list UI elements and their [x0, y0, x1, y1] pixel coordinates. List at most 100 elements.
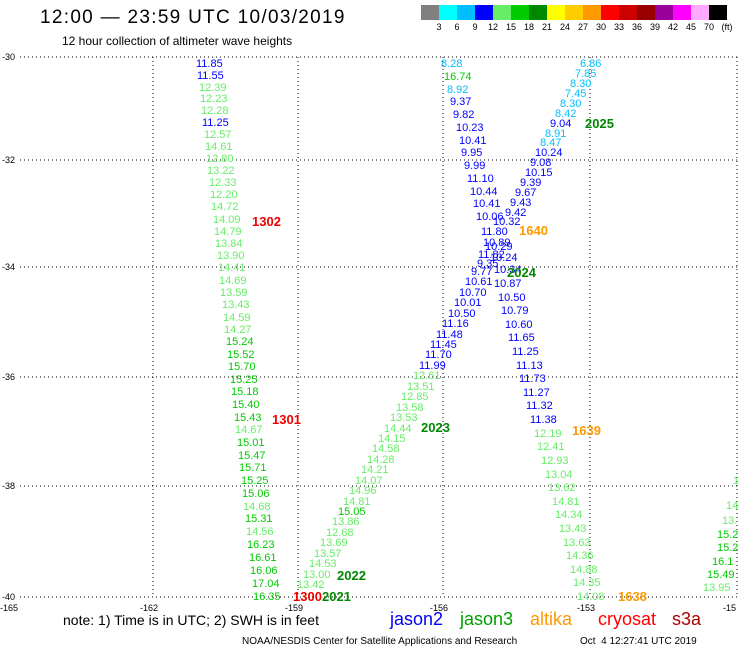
wave-height-value: 11.73 [519, 373, 546, 385]
wave-height-value: 14.41 [218, 262, 246, 274]
wave-height-value: 12.39 [199, 82, 227, 94]
wave-height-value: 14.68 [243, 501, 271, 513]
wave-height-value: 15.24 [226, 336, 254, 348]
wave-height-value: 14.81 [552, 496, 580, 508]
colorbar-label: 42 [667, 22, 678, 32]
wave-height-value: 11.25 [512, 346, 539, 358]
colorbar-label: 36 [631, 22, 642, 32]
wave-height-value: 15.40 [232, 399, 260, 411]
wave-height-value: 13.53 [390, 412, 418, 424]
wave-height-value: 12.41 [537, 441, 565, 453]
colorbar-label: 24 [559, 22, 570, 32]
colorbar-label: 45 [685, 22, 696, 32]
lon-tick-label: -153 [577, 603, 596, 613]
page-title: 12:00 — 23:59 UTC 10/03/2019 [40, 7, 346, 28]
wave-height-value: 7.45 [565, 88, 587, 100]
lon-tick-label: -162 [140, 603, 159, 613]
wave-height-value: 15.2 [717, 529, 739, 541]
page-subtitle: 12 hour collection of altimeter wave hei… [62, 34, 293, 48]
wave-height-value: 15.01 [237, 437, 265, 449]
wave-height-value: 11.65 [508, 332, 535, 344]
wave-height-value: 15.49 [707, 569, 735, 581]
wave-height-value: 14.72 [211, 201, 239, 213]
wave-height-value: 12.80 [206, 153, 234, 165]
lat-tick-label: -40 [2, 592, 16, 602]
wave-height-value: 11.82 [478, 249, 505, 261]
wave-height-value: 10.79 [501, 305, 529, 317]
wave-height-value: 12.68 [326, 527, 354, 539]
colorbar-swatch [655, 5, 673, 20]
wave-height-value: 11.55 [197, 70, 224, 82]
wave-height-value: 10.34 [494, 264, 522, 276]
colorbar-swatch [691, 5, 709, 20]
wave-height-value: 9.42 [505, 207, 527, 219]
wave-height-value: 10.61 [465, 276, 493, 288]
wave-height-value: 10.70 [459, 287, 487, 299]
wave-height-value: 1 [733, 475, 740, 487]
wave-height-value: 14.56 [246, 526, 274, 538]
colorbar-swatch [511, 5, 529, 20]
wave-height-value: 14.08 [577, 591, 605, 603]
wave-height-value: 8.42 [555, 108, 577, 120]
wave-height-value: 10.01 [454, 297, 482, 309]
pass-label: 1300 [293, 589, 322, 604]
lon-tick-label: -156 [430, 603, 449, 613]
legend-item-altika: altika [530, 609, 573, 629]
pass-label: 1302 [252, 214, 281, 229]
colorbar-swatch [637, 5, 655, 20]
wave-height-value: 13.90 [217, 250, 245, 262]
colorbar-swatch [529, 5, 547, 20]
wave-height-value: 11.13 [516, 360, 543, 372]
wave-height-value: 10.24 [490, 252, 518, 264]
wave-height-value: 14.15 [378, 433, 406, 445]
colorbar-label: 39 [649, 22, 660, 32]
legend-note: note: 1) Time is in UTC; 2) SWH is in fe… [63, 612, 319, 628]
wave-height-value: 10.44 [470, 186, 498, 198]
wave-height-value: 14.69 [219, 275, 247, 287]
colorbar-label: 70 [703, 22, 714, 32]
wave-height-value: 13.95 [703, 582, 731, 594]
wave-height-value: 11.27 [523, 387, 550, 399]
legend-item-jason3: jason3 [460, 609, 514, 629]
wave-height-value: 9.67 [515, 187, 537, 199]
wave-height-value: 13.86 [332, 516, 360, 528]
wave-height-value: 13.22 [207, 165, 235, 177]
wave-height-value: 12.33 [209, 177, 237, 189]
wave-height-value: 9.37 [450, 96, 472, 108]
wave-height-value: 9.82 [453, 109, 475, 121]
wave-height-value: 10.15 [525, 167, 553, 179]
wave-height-value: 15.05 [338, 506, 366, 518]
lat-tick-label: -34 [2, 262, 16, 272]
wave-height-value: 15.18 [231, 386, 259, 398]
wave-height-value: 10.32 [493, 216, 521, 228]
wave-height-value: 14.53 [309, 558, 337, 570]
wave-height-value: 11.80 [481, 226, 508, 238]
wave-height-value: 15.47 [238, 450, 266, 462]
wave-height-value: 10.29 [485, 241, 513, 253]
wave-height-value: 12.28 [201, 105, 229, 117]
wave-height-value: 14.58 [372, 443, 400, 455]
wave-height-value: 15.52 [227, 349, 255, 361]
wave-height-value: 14.88 [570, 564, 598, 576]
colorbar-label: 18 [523, 22, 534, 32]
wave-height-value: 9.43 [510, 197, 532, 209]
wave-height-value: 15.25 [230, 374, 258, 386]
wave-height-value: 15.70 [228, 361, 256, 373]
wave-height-value: 13.43 [559, 523, 587, 535]
wave-height-value: 8.91 [545, 128, 567, 140]
wave-height-value: 10.50 [448, 308, 476, 320]
colorbar-swatch [619, 5, 637, 20]
wave-height-value: 14.35 [573, 577, 601, 589]
wave-height-value: 15.43 [234, 412, 262, 424]
wave-height-value: 8.92 [447, 84, 469, 96]
wave-height-value: 8.30 [570, 78, 592, 90]
lat-tick-label: -38 [2, 481, 16, 491]
wave-height-value: 14.09 [213, 214, 241, 226]
colorbar-label: 12 [487, 22, 498, 32]
wave-height-value: 14.44 [384, 423, 412, 435]
wave-height-value: 13. [722, 515, 738, 527]
wave-height-value: 13.00 [303, 569, 331, 581]
wave-height-value: 12.23 [200, 93, 228, 105]
colorbar-swatch [601, 5, 619, 20]
